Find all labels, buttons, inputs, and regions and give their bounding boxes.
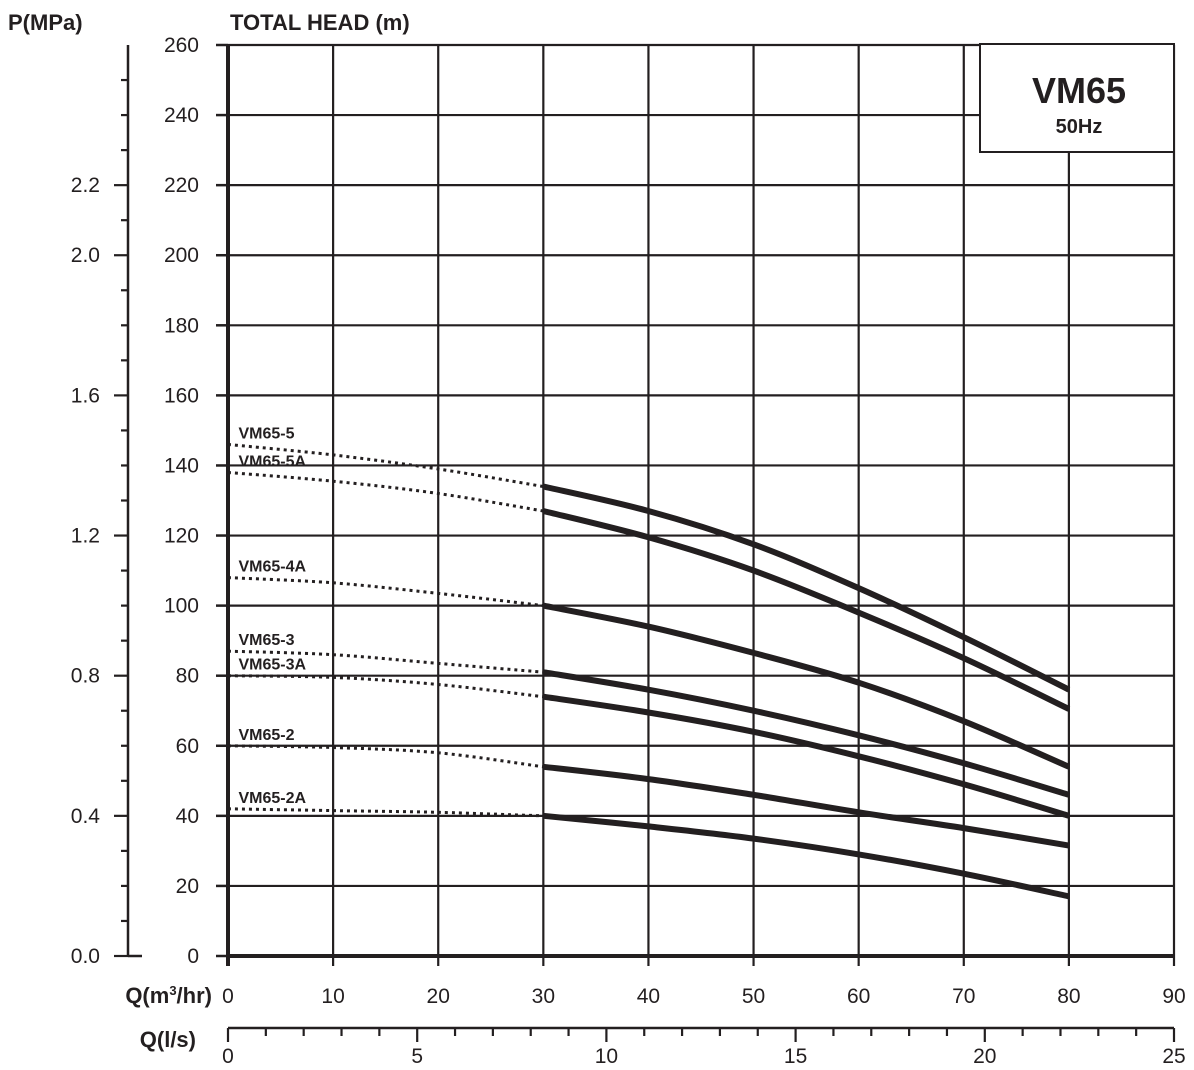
flow-m3h-tick-label: 20: [427, 985, 450, 1008]
flow-ls-tick-label: 5: [411, 1045, 423, 1068]
curve-solid: [542, 763, 1070, 849]
pressure-tick-label: 2.2: [71, 174, 100, 197]
pressure-axis-title: P(MPa): [8, 10, 83, 35]
curve-label: VM65-5A: [239, 453, 307, 470]
curve-label: VM65-2: [239, 727, 295, 744]
flow-m3h-tick-label: 80: [1057, 985, 1080, 1008]
curve-solid: [542, 812, 1070, 900]
flow-m3h-axis-title: Q(m3/hr): [125, 983, 212, 1008]
flow-ls-tick-label: 15: [784, 1045, 807, 1068]
curve-label: VM65-2A: [239, 790, 307, 807]
head-tick-label: 240: [164, 104, 199, 127]
axes: 0204060801001201401601802002202402600.00…: [71, 34, 1186, 1068]
flow-m3h-tick-label: 30: [532, 985, 555, 1008]
head-tick-label: 60: [176, 735, 199, 758]
flow-m3h-tick-label: 60: [847, 985, 870, 1008]
curve-labels: VM65-5 VM65-5A VM65-4A VM65-3 VM65-3A VM65-2 V…: [239, 425, 307, 806]
head-tick-label: 260: [164, 34, 199, 57]
curve-label: VM65-5: [239, 425, 295, 442]
flow-m3h-tick-label: 10: [321, 985, 344, 1008]
curve-dashed: [227, 471, 544, 513]
head-tick-label: 100: [164, 595, 199, 618]
head-tick-label: 140: [164, 454, 199, 477]
head-tick-label: 160: [164, 384, 199, 407]
pressure-tick-label: 2.0: [71, 244, 100, 267]
performance-curves: [227, 442, 1071, 900]
curve-label: VM65-4A: [239, 559, 307, 576]
head-tick-label: 120: [164, 525, 199, 548]
flow-m3h-tick-label: 50: [742, 985, 765, 1008]
curve-solid: [542, 693, 1070, 819]
legend-box: VM65 50Hz: [979, 43, 1175, 153]
flow-m3h-tick-label: 40: [637, 985, 660, 1008]
curve-dashed: [227, 674, 544, 699]
curve-solid: [542, 483, 1071, 693]
head-tick-label: 180: [164, 314, 199, 337]
head-tick-label: 20: [176, 875, 199, 898]
head-tick-label: 220: [164, 174, 199, 197]
head-tick-label: 40: [176, 805, 199, 828]
flow-ls-tick-label: 0: [222, 1045, 234, 1068]
pressure-tick-label: 1.6: [71, 384, 100, 407]
head-tick-label: 80: [176, 665, 199, 688]
flow-m3h-tick-label: 0: [222, 985, 234, 1008]
flow-ls-axis-title: Q(l/s): [140, 1027, 196, 1052]
flow-m3h-tick-label: 70: [952, 985, 975, 1008]
head-axis-title: TOTAL HEAD (m): [230, 10, 410, 35]
flow-ls-tick-label: 10: [595, 1045, 618, 1068]
pressure-tick-label: 0.8: [71, 665, 100, 688]
curve-dashed: [227, 576, 544, 608]
flow-m3h-tick-label: 90: [1162, 985, 1185, 1008]
curve-solid: [542, 602, 1071, 770]
curve-label: VM65-3: [239, 632, 295, 649]
head-tick-label: 200: [164, 244, 199, 267]
chart-subtitle: 50Hz: [1056, 116, 1103, 138]
chart-title: VM65: [1032, 70, 1126, 111]
grid: [226, 43, 1176, 958]
flow-ls-tick-label: 20: [973, 1045, 996, 1068]
curve-dashed: [227, 744, 544, 769]
pressure-tick-label: 0.4: [71, 805, 101, 828]
curve-solid: [542, 508, 1071, 712]
pressure-tick-label: 1.2: [71, 525, 100, 548]
pressure-tick-label: 0.0: [71, 945, 100, 968]
head-tick-label: 0: [187, 945, 199, 968]
curve-solid: [542, 669, 1070, 798]
flow-ls-tick-label: 25: [1162, 1045, 1185, 1068]
curve-label: VM65-3A: [239, 657, 307, 674]
